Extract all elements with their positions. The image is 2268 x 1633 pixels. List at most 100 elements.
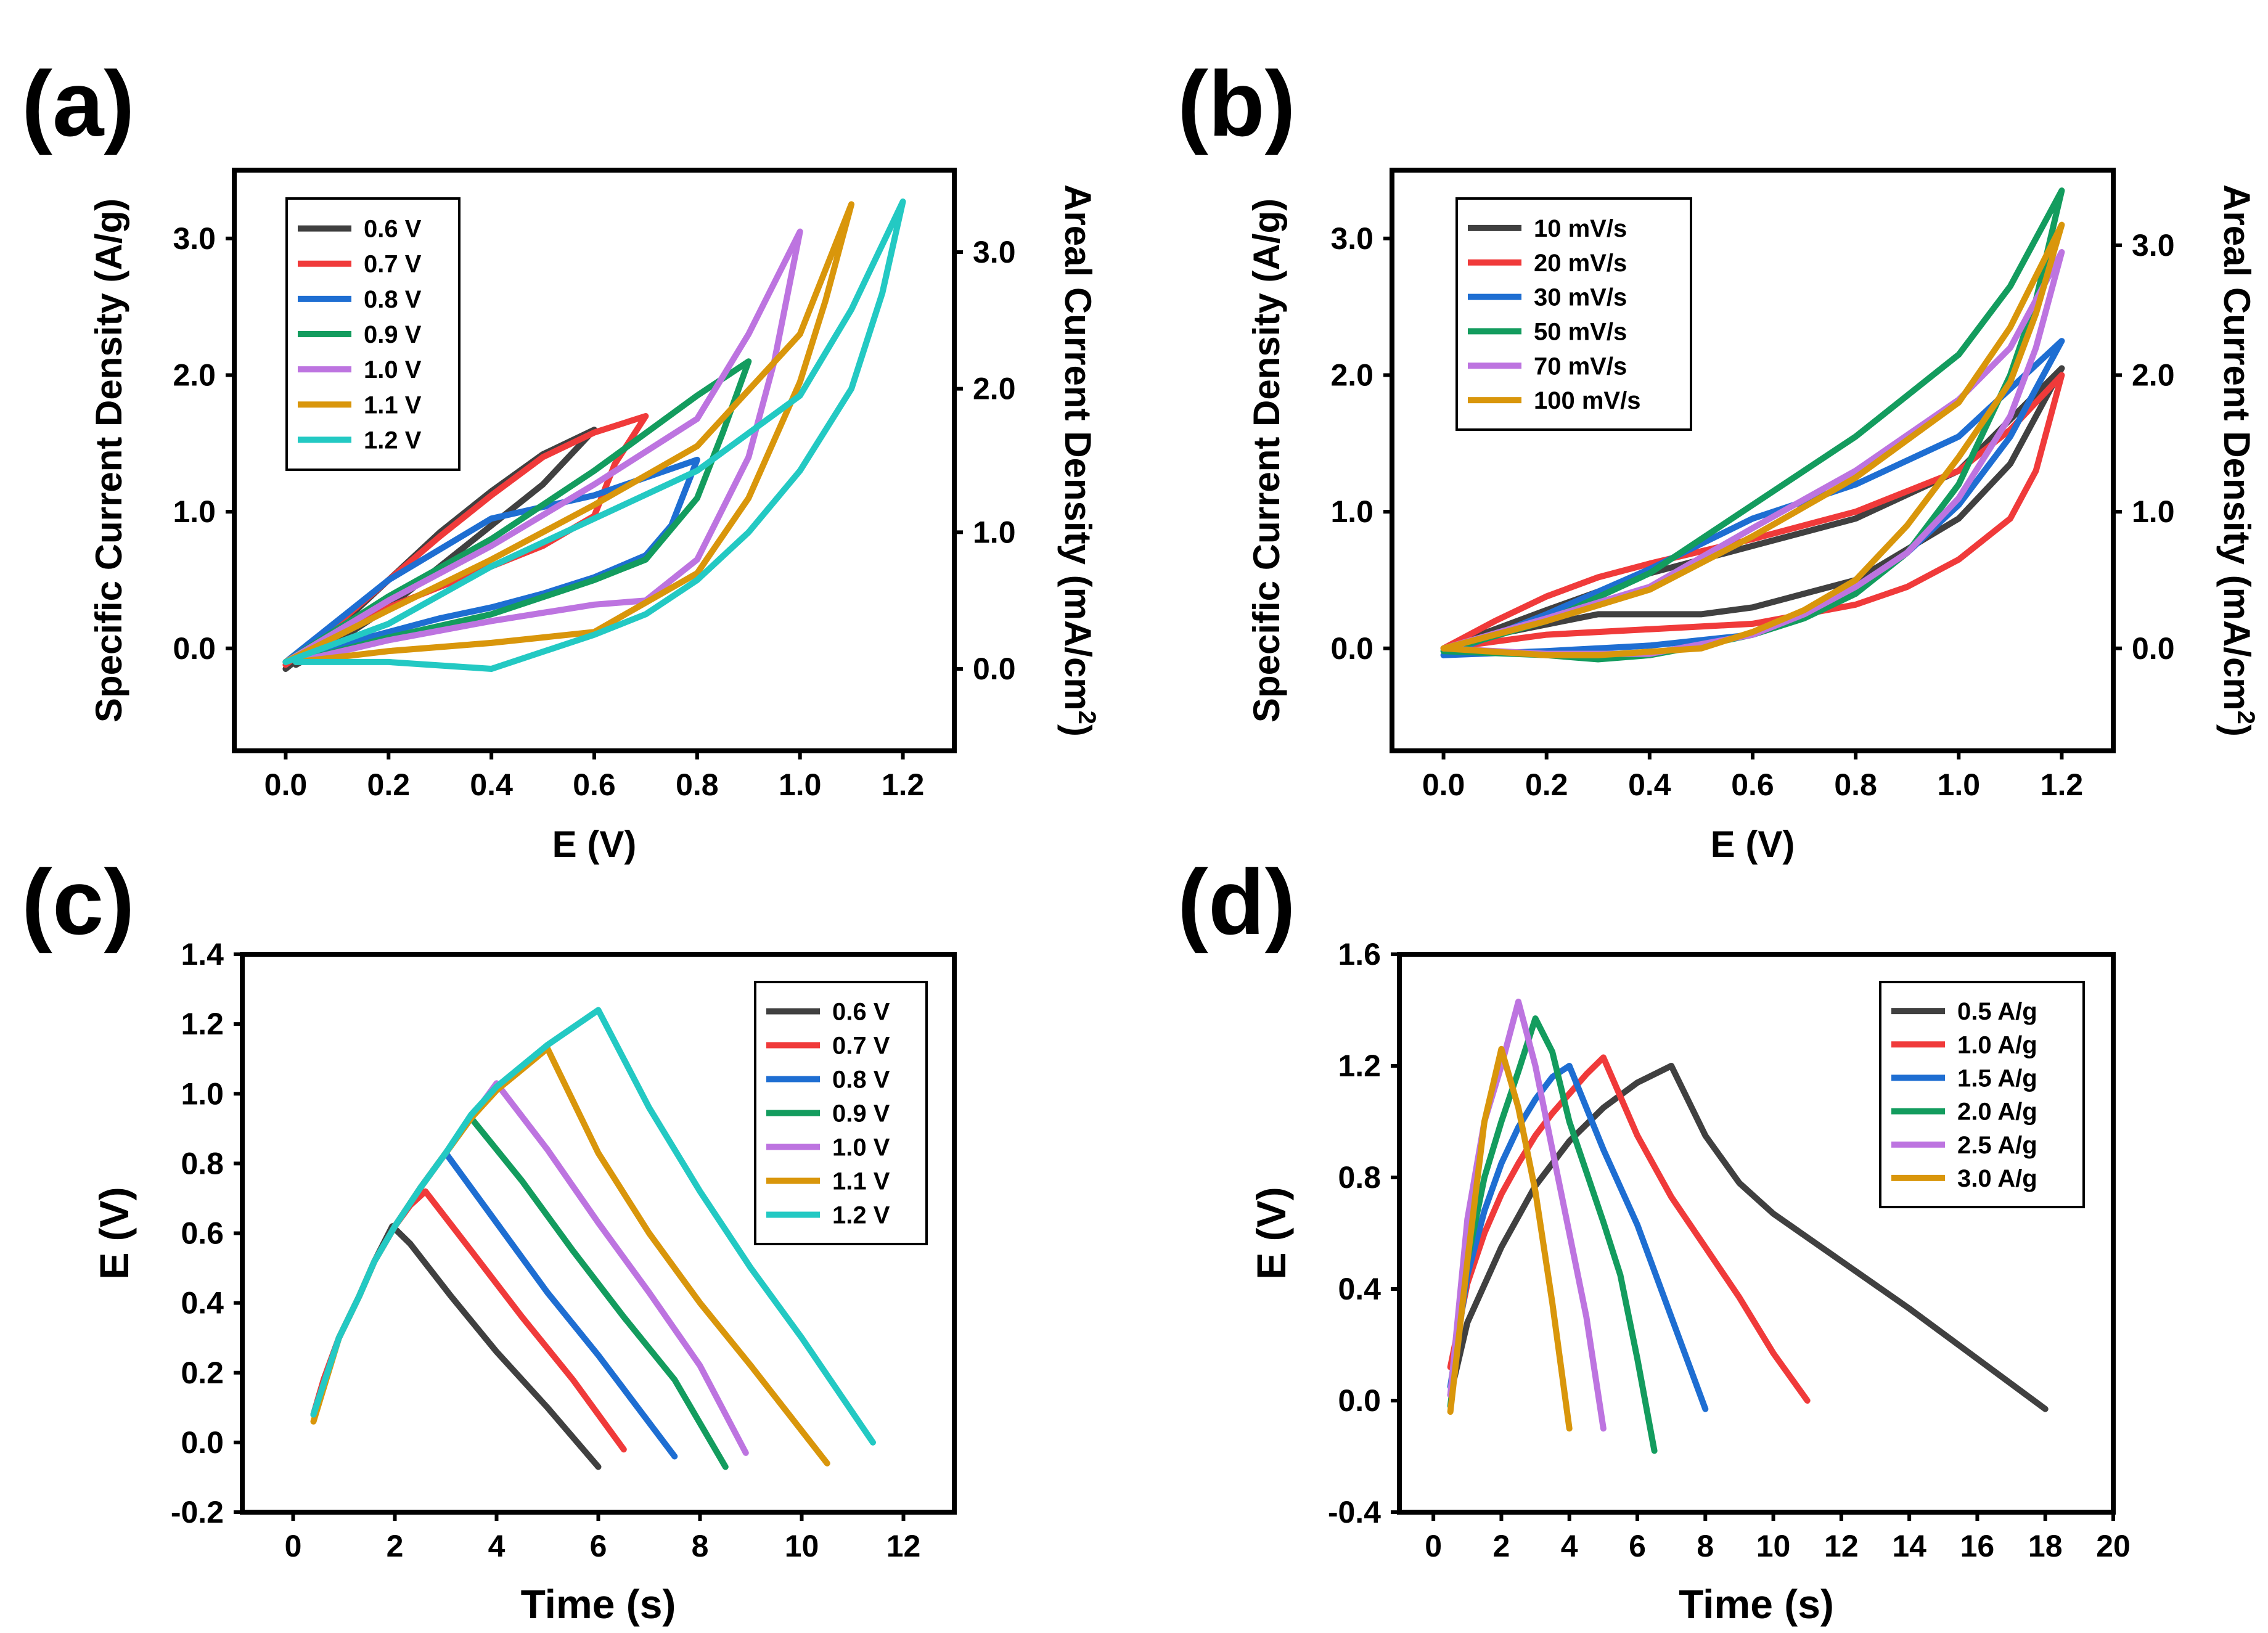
panel-a-ytick-label: 0.0 <box>173 631 216 666</box>
panel-d-ytick-label: 0.8 <box>1338 1160 1381 1195</box>
panel-b-xtick-label: 1.0 <box>1938 767 1981 802</box>
panel-a-xtick-label: 1.0 <box>779 767 822 802</box>
panel-a-xtick-label: 0.8 <box>676 767 719 802</box>
panel-c-series-4 <box>310 1115 729 1470</box>
panel-b-series-2 <box>1440 372 2065 652</box>
panel-a-legend: 0.6 V 0.7 V 0.8 V 0.9 V 1.0 V 1.1 V 1.2 V <box>285 197 461 471</box>
panel-d-legend-label: 1.5 A/g <box>1957 1065 2037 1092</box>
panel-b-legend-label: 100 mV/s <box>1534 387 1640 414</box>
panel-a-xtick-label: 0.4 <box>470 767 513 802</box>
panel-c-xtick-label: 0 <box>285 1529 302 1563</box>
panel-d-ytick-label: 0.4 <box>1338 1272 1381 1306</box>
panel-b-series-6 <box>1440 221 2065 658</box>
panel-a-legend-label: 0.8 V <box>364 286 422 313</box>
panel-a-xlabel: E (V) <box>552 824 637 865</box>
panel-c-series-3 <box>310 1150 678 1460</box>
panel-b-y2label-sup: 2 <box>2232 711 2259 724</box>
panel-d-series-6 <box>1447 1046 1573 1432</box>
panel-d-ytick-label: -0.4 <box>1328 1495 1381 1529</box>
panel-d-ytick-label: 1.2 <box>1338 1049 1381 1083</box>
panel-a-y2label-sup: 2 <box>1073 711 1100 724</box>
panel-b-y2tick-label: 0.0 <box>2132 631 2175 666</box>
panel-c-legend-label: 0.8 V <box>832 1066 890 1094</box>
panel-a-xtick-label: 0.2 <box>367 767 411 802</box>
panel-d-series-4 <box>1447 1015 1658 1454</box>
panel-a-y2label: Areal Current Density (mA/cm2) <box>1057 184 1100 737</box>
panel-d-xlabel: Time (s) <box>1679 1581 1834 1627</box>
panel-d-xtick-label: 4 <box>1561 1529 1578 1563</box>
panel-d-legend-label: 3.0 A/g <box>1957 1165 2037 1192</box>
panel-a-xtick-label: 1.2 <box>882 767 925 802</box>
panel-d-xtick-label: 10 <box>1756 1529 1791 1563</box>
panel-b-ytick-label: 1.0 <box>1330 494 1373 529</box>
panel-b-ylabel: Specific Current Density (A/g) <box>1246 198 1287 722</box>
panel-c-legend-label: 0.7 V <box>832 1033 890 1060</box>
panel-b-ytick-label: 0.0 <box>1330 631 1373 666</box>
panel-c: (c) 0 2 4 6 8 10 12 -0.2 0.0 0.2 0.4 0.6 0.8 1.0 1.2 1.4… <box>22 850 957 1627</box>
panel-d-xtick-label: 16 <box>1960 1529 1995 1563</box>
panel-c-legend-label: 1.2 V <box>832 1202 890 1229</box>
panel-a-ytick-label: 3.0 <box>173 221 216 256</box>
panel-c-ytick-label: 0.0 <box>181 1425 224 1460</box>
panel-b-legend-label: 10 mV/s <box>1534 215 1627 242</box>
panel-b-series-group <box>1440 187 2065 663</box>
panel-a-ytick-label: 2.0 <box>173 358 216 392</box>
panel-b-y2tick-label: 2.0 <box>2132 358 2175 392</box>
panel-c-ytick-label: 0.2 <box>181 1356 224 1390</box>
panel-a-legend-label: 0.6 V <box>364 216 422 243</box>
panel-c-legend-label: 1.0 V <box>832 1134 890 1161</box>
panel-d-ylabel: E (V) <box>1248 1187 1294 1279</box>
panel-c-xtick-label: 12 <box>886 1529 921 1563</box>
panel-c-ytick-label: 0.8 <box>181 1146 224 1181</box>
panel-a-y2label-tail: ) <box>1057 724 1099 737</box>
panel-b-legend-label: 30 mV/s <box>1534 284 1627 311</box>
panel-c-series-group <box>310 1007 876 1470</box>
panel-a-series-4 <box>282 358 752 665</box>
panel-d-series-1 <box>1447 1063 2049 1412</box>
panel-c-xtick-label: 8 <box>692 1529 709 1563</box>
panel-d-series-3 <box>1447 1063 1709 1412</box>
panel-b-y2label: Areal Current Density (mA/cm2) <box>2216 184 2259 737</box>
panel-b-legend-box <box>1455 197 1692 431</box>
panel-b-y2label-main: Areal Current Density (mA/cm <box>2216 184 2258 711</box>
panel-c-legend-label: 0.9 V <box>832 1100 890 1128</box>
panel-c-xtick-label: 4 <box>488 1529 506 1563</box>
panel-c-legend: 0.6 V 0.7 V 0.8 V 0.9 V 1.0 V 1.1 V 1.2 V <box>754 981 928 1245</box>
panel-a: (a) 0.0 0.2 0.4 0.6 0.8 1.0 1.2 0.0 1.0 2.0 3.0 0.0 1… <box>22 52 1100 865</box>
panel-a-series-group <box>282 198 906 672</box>
panel-a-legend-label: 1.1 V <box>364 391 422 419</box>
panel-c-ytick-label: 0.6 <box>181 1216 224 1251</box>
panel-d-legend: 0.5 A/g 1.0 A/g 1.5 A/g 2.0 A/g 2.5 A/g 3.0 A… <box>1879 981 2085 1208</box>
panel-a-xtick-label: 0.0 <box>264 767 308 802</box>
panel-a-series-6 <box>282 201 855 665</box>
panel-a-y2tick-label: 0.0 <box>973 652 1016 686</box>
panel-d-ytick-label: 0.0 <box>1338 1383 1381 1418</box>
panel-a-y2tick-label: 1.0 <box>973 515 1016 549</box>
panel-b-legend: 10 mV/s 20 mV/s 30 mV/s 50 mV/s 70 mV/s 100 m… <box>1455 197 1692 431</box>
panel-a-legend-label: 0.9 V <box>364 321 422 348</box>
panel-a-legend-label: 0.7 V <box>364 251 422 278</box>
panel-b-ytick-label: 2.0 <box>1330 358 1373 392</box>
panel-d-label: (d) <box>1177 850 1296 954</box>
panel-a-ylabel: Specific Current Density (A/g) <box>88 198 129 722</box>
panel-d-xtick-label: 8 <box>1697 1529 1714 1563</box>
panel-d-xtick-label: 0 <box>1425 1529 1442 1563</box>
panel-b-y2label-tail: ) <box>2216 724 2258 737</box>
panel-d-legend-label: 1.0 A/g <box>1957 1031 2037 1058</box>
panel-d-xtick-label: 6 <box>1629 1529 1646 1563</box>
panel-d-legend-box <box>1879 981 2085 1208</box>
panel-b-xtick-label: 0.0 <box>1422 767 1465 802</box>
panel-b-xtick-label: 0.6 <box>1731 767 1774 802</box>
panel-d-series-group <box>1447 998 2049 1454</box>
panel-c-series-1 <box>310 1223 602 1470</box>
panel-a-y2tick-label: 3.0 <box>973 235 1016 269</box>
panel-d-ytick-label: 1.6 <box>1338 937 1381 972</box>
panel-b-xtick-label: 0.2 <box>1525 767 1568 802</box>
panel-b: (b) 0.0 0.2 0.4 0.6 0.8 1.0 1.2 0.0 1.0 2.0 3.0 0.0 1… <box>1177 52 2259 865</box>
panel-d-legend-label: 2.0 A/g <box>1957 1099 2037 1126</box>
panel-d-frame <box>1397 952 2116 1515</box>
panel-d-legend-label: 0.5 A/g <box>1957 998 2037 1025</box>
panel-b-ytick-label: 3.0 <box>1330 221 1373 256</box>
panel-c-ytick-label: 1.2 <box>181 1007 224 1041</box>
panel-b-legend-label: 70 mV/s <box>1534 353 1627 380</box>
